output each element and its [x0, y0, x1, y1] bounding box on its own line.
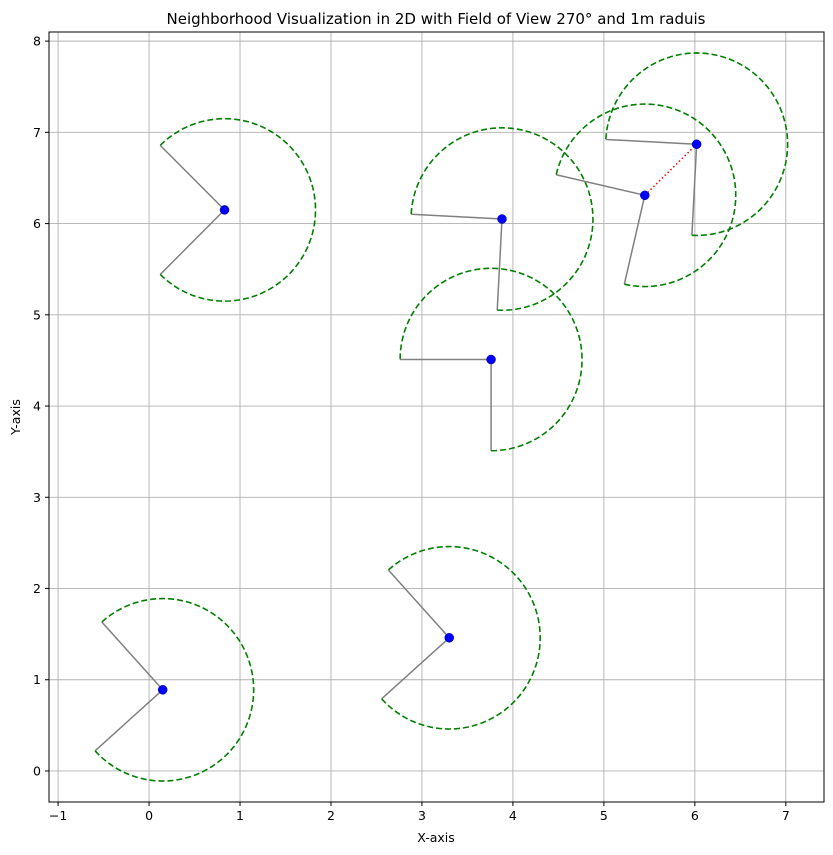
y-tick-label: 3	[33, 490, 41, 505]
fov-edge-line	[94, 689, 164, 752]
axes-frame	[48, 31, 825, 803]
x-ticks: −1 0 1 2 3 4 5 6 7	[49, 802, 790, 823]
y-tick-label: 7	[33, 125, 41, 140]
x-tick-label: 4	[509, 808, 517, 823]
fov-edge-line	[496, 218, 503, 311]
fov-edge-line	[556, 174, 645, 197]
x-tick-label: 1	[236, 808, 244, 823]
y-tick-label: 4	[33, 399, 41, 414]
grid-lines	[49, 32, 824, 802]
y-axis-label: Y-axis	[8, 399, 23, 436]
fov-edge-line	[381, 637, 450, 700]
fov-edge-line	[159, 144, 226, 211]
fov-arc	[381, 545, 542, 730]
agent-point	[640, 190, 650, 201]
y-tick-label: 6	[33, 216, 41, 231]
x-tick-label: 2	[327, 808, 335, 823]
agent-point	[497, 214, 507, 224]
agent-point	[691, 139, 702, 149]
y-tick-label: 0	[33, 763, 41, 778]
y-ticks: 0 1 2 3 4 5 6 7 8	[33, 34, 49, 778]
x-tick-label: 3	[418, 808, 426, 823]
agent-point	[486, 354, 496, 365]
y-tick-label: 5	[33, 307, 41, 322]
fov-edge-line	[411, 213, 503, 220]
fov-edge-line	[101, 621, 164, 691]
fov-arc	[159, 117, 317, 302]
x-tick-label: 0	[145, 808, 153, 823]
x-axis-label: X-axis	[417, 830, 455, 845]
plot-area	[94, 52, 789, 782]
y-tick-label: 2	[33, 581, 41, 596]
chart-title: Neighborhood Visualization in 2D with Fi…	[167, 10, 706, 28]
fov-edge-line	[605, 138, 697, 145]
fov-edge-line	[691, 144, 698, 236]
x-tick-label: 7	[782, 808, 790, 823]
fov-edge-line	[387, 569, 450, 639]
fov-edge-line	[159, 209, 226, 275]
agent-point	[157, 685, 168, 695]
fov-arc	[94, 597, 255, 782]
x-tick-label: 5	[600, 808, 608, 823]
fov-edge-line	[623, 195, 646, 285]
y-tick-label: 1	[33, 672, 41, 687]
x-tick-label: −1	[49, 808, 67, 823]
agent-point	[219, 205, 230, 215]
x-tick-label: 6	[691, 808, 699, 823]
agent-point	[444, 633, 454, 643]
y-tick-label: 8	[33, 34, 41, 49]
neighbor-link	[644, 143, 698, 196]
